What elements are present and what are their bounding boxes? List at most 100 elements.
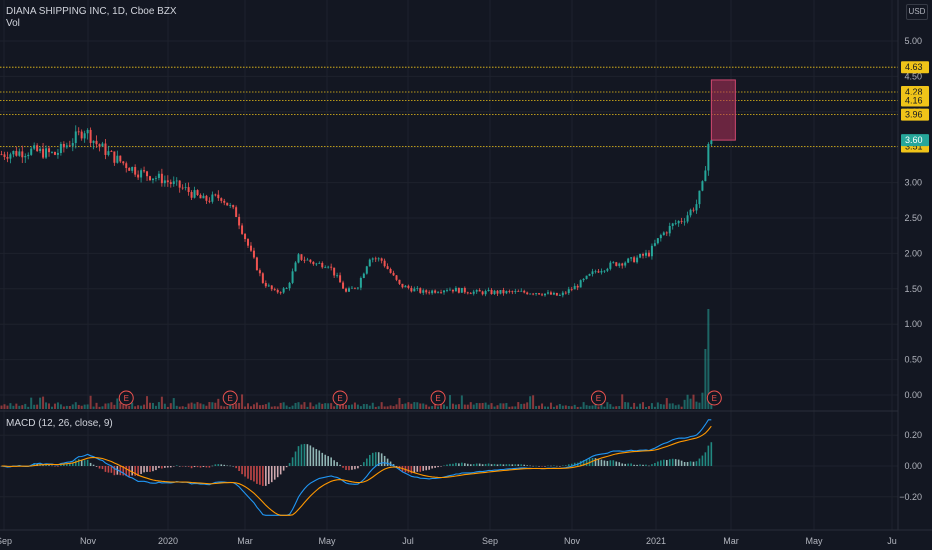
- candle: [297, 254, 300, 263]
- macd-bar: [226, 465, 229, 467]
- candle: [291, 271, 294, 283]
- candle: [92, 140, 95, 143]
- candle: [270, 285, 273, 290]
- currency-button[interactable]: USD: [906, 4, 928, 20]
- macd-bar: [689, 461, 692, 466]
- candle: [193, 190, 196, 198]
- candle: [561, 292, 564, 296]
- candle: [546, 292, 549, 294]
- candle: [211, 194, 214, 202]
- macd-axis[interactable]: 0.20 0.00 −0.20: [899, 430, 922, 502]
- macd-bar: [276, 466, 279, 478]
- symbol-title[interactable]: DIANA SHIPPING INC, 1D, Cboe BZX: [6, 6, 177, 17]
- candle: [630, 257, 633, 259]
- candle: [523, 290, 526, 293]
- candle: [686, 215, 689, 222]
- volume-bar: [312, 406, 315, 409]
- candle: [443, 290, 446, 293]
- candle: [413, 288, 416, 292]
- macd-bar: [285, 466, 288, 468]
- macd-bar: [645, 464, 647, 466]
- candle: [434, 290, 437, 293]
- candle: [490, 289, 493, 295]
- volume-bar: [324, 403, 327, 409]
- volume-bar: [523, 403, 526, 409]
- volume-bar: [428, 406, 431, 409]
- macd-bar: [461, 462, 463, 466]
- volume-bar: [169, 403, 172, 409]
- volume-bar: [3, 404, 6, 409]
- macd-bar: [122, 466, 125, 476]
- macd-bar: [422, 466, 425, 471]
- macd-bar: [660, 460, 662, 466]
- volume-bar: [579, 406, 582, 409]
- candle: [662, 232, 665, 236]
- macd-legend[interactable]: MACD (12, 26, close, 9): [6, 418, 113, 429]
- volume-bar: [273, 406, 276, 409]
- macd-bar: [244, 466, 246, 477]
- macd-bar: [175, 465, 178, 466]
- macd-bar: [573, 462, 576, 466]
- time-tick: Nov: [564, 536, 581, 546]
- macd-bar: [490, 464, 493, 466]
- macd-bar: [612, 460, 615, 466]
- volume-bar: [9, 403, 12, 409]
- macd-bar: [77, 459, 80, 466]
- volume-bar: [336, 403, 339, 409]
- volume-bar: [157, 402, 160, 409]
- volume-bar: [128, 405, 131, 409]
- volume-bar: [544, 406, 547, 409]
- macd-tick: −0.20: [899, 492, 922, 502]
- price-tick: 1.50: [904, 284, 922, 294]
- macd-bar: [253, 466, 255, 482]
- macd-bar: [648, 465, 650, 467]
- candle: [288, 282, 291, 289]
- volume-bar: [33, 404, 36, 409]
- macd-line: [1, 419, 712, 516]
- time-axis[interactable]: Sep Nov 2020 Mar May Jul Sep Nov 2021 Mar May Ju: [0, 536, 897, 546]
- volume-bar: [668, 403, 671, 409]
- volume-bar: [478, 403, 481, 409]
- macd-bar: [345, 466, 347, 470]
- candle: [639, 254, 642, 258]
- volume-bar: [677, 404, 680, 409]
- macd-bar: [351, 466, 353, 470]
- volume-bar: [659, 404, 662, 409]
- candle: [261, 273, 264, 283]
- macd-bar: [532, 465, 534, 467]
- macd-bar: [582, 460, 585, 466]
- macd-bar: [273, 466, 276, 480]
- volume-bar: [689, 398, 692, 409]
- candle: [77, 131, 80, 133]
- candle: [330, 266, 333, 268]
- candle: [282, 288, 285, 293]
- macd-bar: [327, 456, 329, 466]
- candle: [383, 260, 386, 267]
- candle: [116, 155, 119, 163]
- candle: [549, 292, 552, 295]
- volume-bar: [309, 402, 312, 409]
- candle: [315, 263, 318, 265]
- candle: [50, 151, 53, 153]
- earnings-marker: [430, 390, 446, 406]
- candle: [98, 144, 101, 147]
- volume-bar: [24, 403, 27, 409]
- macd-bar: [324, 454, 327, 466]
- candle: [671, 223, 674, 226]
- macd-bar: [348, 466, 350, 471]
- volume-bar: [541, 403, 544, 409]
- volume-bar: [238, 402, 241, 409]
- candle: [184, 187, 187, 188]
- volume-bar: [149, 402, 151, 409]
- candle: [591, 271, 594, 275]
- volume-bar: [404, 403, 407, 409]
- candle: [238, 216, 241, 226]
- macd-bar: [392, 464, 395, 466]
- candle: [707, 144, 710, 171]
- macd-bar: [140, 466, 142, 474]
- candle: [633, 257, 636, 263]
- candle: [157, 173, 160, 178]
- candle: [71, 143, 74, 146]
- candle: [576, 285, 579, 288]
